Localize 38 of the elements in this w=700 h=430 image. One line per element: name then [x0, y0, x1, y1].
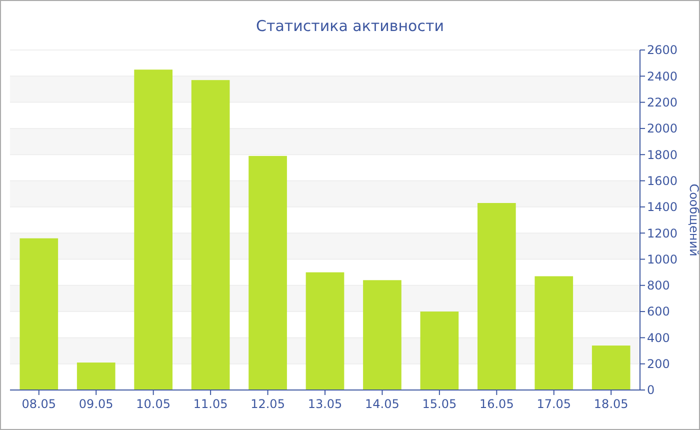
- y-tick-label: 2600: [647, 43, 678, 58]
- chart-title: Статистика активности: [256, 17, 444, 35]
- bar: [20, 238, 58, 390]
- y-tick-label: 600: [647, 304, 670, 319]
- y-tick-label: 200: [647, 357, 670, 372]
- y-tick-label: 1600: [647, 174, 678, 188]
- x-tick-label: 18.05: [594, 397, 628, 411]
- bar: [363, 280, 402, 390]
- y-tick-label: 400: [647, 330, 670, 345]
- x-tick-label: 16.05: [479, 397, 514, 411]
- y-tick-label: 2000: [647, 122, 678, 136]
- x-tick-label: 14.05: [365, 397, 400, 411]
- x-tick-label: 10.05: [136, 397, 171, 411]
- x-tick-label: 15.05: [422, 397, 457, 411]
- bar: [534, 276, 574, 390]
- x-tick-label: 11.05: [193, 397, 228, 411]
- x-tick-label: 13.05: [308, 397, 342, 411]
- y-tick-label: 800: [647, 278, 670, 293]
- y-tick-label: 1400: [647, 200, 678, 214]
- y-tick-label: 2400: [647, 69, 678, 84]
- y-tick-label: 1000: [647, 252, 678, 266]
- y-axis-title: Сообщений: [687, 184, 700, 256]
- bar: [420, 312, 459, 390]
- y-tick-label: 1800: [647, 148, 678, 162]
- bar: [592, 346, 630, 390]
- x-tick-label: 08.05: [22, 397, 56, 411]
- x-tick-label: 17.05: [536, 397, 572, 411]
- bar: [306, 272, 344, 390]
- x-tick-label: 09.05: [78, 397, 114, 411]
- x-tick-label: 12.05: [250, 397, 285, 411]
- y-tick-label: 0: [647, 383, 655, 398]
- y-tick-label: 1200: [647, 226, 678, 240]
- bar: [477, 203, 516, 390]
- bar: [248, 156, 287, 390]
- bar: [134, 70, 173, 390]
- bar: [191, 80, 230, 390]
- bar: [76, 362, 116, 390]
- y-tick-label: 2200: [647, 96, 678, 110]
